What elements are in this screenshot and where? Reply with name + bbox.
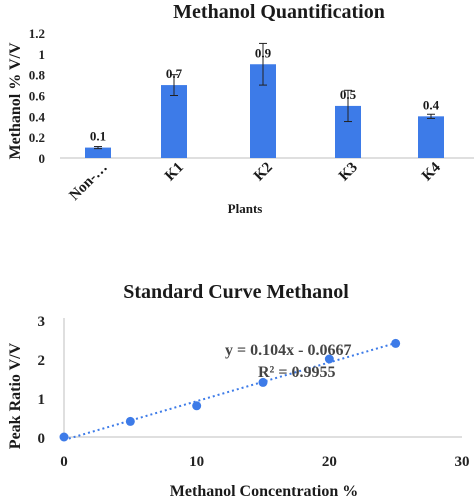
bar-non	[85, 147, 111, 158]
data-point	[258, 377, 268, 387]
scatter-x-tick-label: 10	[189, 454, 204, 470]
scatter-y-tick-label: 3	[38, 314, 46, 330]
data-point	[59, 432, 69, 442]
error-bar	[344, 89, 352, 123]
bar-y-tick-label: 0.2	[29, 130, 45, 145]
bar-y-tick-label: 0.6	[29, 89, 46, 104]
bar-data-label: 0.1	[90, 129, 106, 144]
data-point	[192, 401, 202, 411]
trendline-r-squared: R² = 0.9955	[258, 364, 335, 381]
scatter-chart-x-axis-label: Methanol Concentration %	[170, 483, 358, 500]
bar-chart-title: Methanol Quantification	[173, 1, 385, 23]
bar-chart-y-axis-label: Methanol % V/V	[7, 42, 24, 159]
scatter-y-tick-label: 1	[38, 392, 46, 408]
bar-chart-x-axis-label: Plants	[228, 201, 263, 216]
bar-y-tick-label: 0.4	[29, 109, 46, 124]
bar-category-label: Non-…	[67, 160, 111, 204]
scatter-x-tick-label: 0	[60, 454, 68, 470]
bar-y-tick-label: 0	[39, 151, 46, 166]
error-bar	[259, 42, 267, 86]
bar-y-tick-label: 1.2	[29, 26, 45, 41]
data-point	[324, 354, 334, 364]
error-bar	[94, 146, 102, 150]
bar-k1	[161, 85, 187, 158]
scatter-chart-title: Standard Curve Methanol	[123, 281, 349, 303]
bar-k4	[418, 116, 444, 158]
trendline-equation: y = 0.104x - 0.0667	[225, 342, 351, 359]
error-bar	[427, 113, 435, 119]
scatter-chart: Standard Curve Methanol Peak Ratio V/V M…	[7, 281, 470, 500]
error-bar	[170, 74, 178, 96]
bar-y-tick-label: 0.8	[29, 68, 46, 83]
data-point	[391, 338, 401, 348]
scatter-y-tick-label: 2	[38, 353, 46, 369]
bar-category-label: K4	[419, 159, 444, 184]
bar-data-label: 0.5	[340, 87, 357, 102]
bar-data-label: 0.7	[166, 66, 183, 81]
bar-data-label: 0.9	[255, 45, 272, 60]
bar-category-label: K1	[162, 160, 187, 185]
scatter-y-tick-label: 0	[38, 431, 46, 447]
scatter-chart-y-axis-label: Peak Ratio V/V	[7, 342, 24, 449]
bar-category-label: K2	[251, 160, 276, 185]
bar-category-label: K3	[336, 160, 361, 185]
bar-y-tick-label: 1	[39, 47, 46, 62]
bar-data-label: 0.4	[423, 97, 440, 112]
bar-chart: Methanol Quantification Methanol % V/V P…	[7, 1, 474, 216]
data-point	[125, 416, 135, 426]
scatter-x-tick-label: 20	[322, 454, 337, 470]
scatter-x-tick-label: 30	[455, 454, 470, 470]
